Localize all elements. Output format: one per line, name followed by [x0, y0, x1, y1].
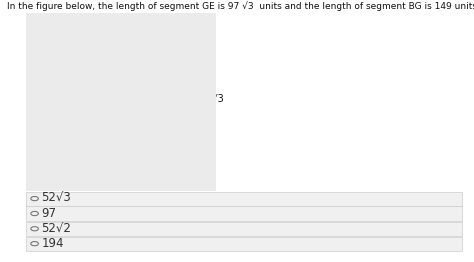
Text: 60°: 60° [104, 146, 120, 155]
Text: 45°: 45° [82, 146, 98, 155]
Text: E: E [196, 25, 203, 35]
Text: B: B [45, 163, 52, 173]
Text: 194: 194 [41, 237, 64, 250]
Text: A: A [99, 167, 106, 177]
Text: 97: 97 [41, 207, 56, 220]
Text: 149: 149 [114, 177, 132, 187]
Text: G: G [198, 163, 206, 173]
Text: C: C [41, 111, 48, 121]
Text: In the figure below, the length of segment GE is 97 √3  units and the length of : In the figure below, the length of segme… [7, 1, 474, 11]
Text: 52√2: 52√2 [41, 222, 71, 235]
Text: 52√3: 52√3 [41, 192, 71, 205]
Text: 97√3: 97√3 [199, 93, 224, 103]
